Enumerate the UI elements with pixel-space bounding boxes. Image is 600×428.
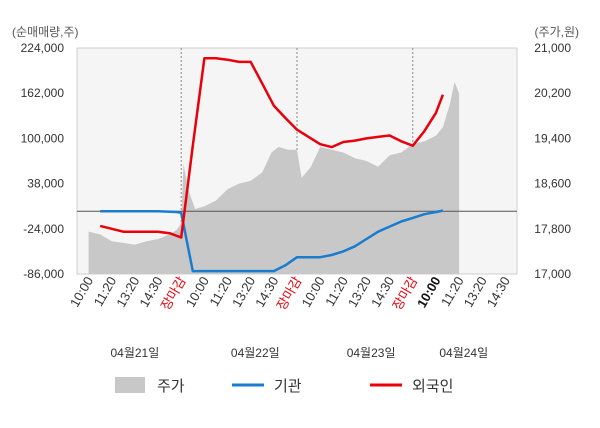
left-axis-ticks: 224,000 162,000 100,000 38,000 -24,000 -86,00… <box>21 41 65 281</box>
date-labels: 04월21일 04월22일 04월23일 04월24일 <box>111 346 489 360</box>
right-tick-label: 20,200 <box>534 86 571 100</box>
series-line-2 <box>99 56 445 239</box>
x-tick-label: 10:00 <box>67 274 96 310</box>
legend: 주가 기관 외국인 <box>115 377 453 395</box>
x-tick-label: 10:00 <box>183 274 212 310</box>
legend-label: 기관 <box>274 378 302 395</box>
x-tick-label: 13:20 <box>345 274 374 310</box>
date-label: 04월24일 <box>439 346 488 360</box>
date-label: 04월23일 <box>347 346 396 360</box>
legend-swatch-area <box>115 377 145 393</box>
date-label: 04월22일 <box>231 346 280 360</box>
series-line-1 <box>100 209 444 273</box>
right-axis-ticks: 21,000 20,200 19,400 18,600 17,800 17,000 <box>534 41 571 281</box>
left-tick-label: 224,000 <box>21 41 65 55</box>
x-tick-label: 13:20 <box>461 274 490 310</box>
right-axis-unit-label: (주가,원) <box>535 25 579 39</box>
x-tick-label: 10:00 <box>414 274 444 310</box>
x-tick-label: 10:00 <box>298 274 327 310</box>
left-axis-unit-label: (순매매량,주) <box>12 25 79 39</box>
x-tick-label: 13:20 <box>113 274 142 310</box>
price-area-layer <box>88 81 460 275</box>
left-tick-label: 38,000 <box>27 177 64 191</box>
series-price-area <box>88 81 460 275</box>
right-tick-label: 17,800 <box>534 222 571 236</box>
right-tick-label: 21,000 <box>534 41 571 55</box>
legend-label: 주가 <box>157 378 185 395</box>
legend-label: 외국인 <box>412 378 453 395</box>
right-tick-label: 19,400 <box>534 131 571 145</box>
x-tick-label: 13:20 <box>229 274 258 310</box>
right-tick-label: 17,000 <box>534 267 571 281</box>
right-tick-label: 18,600 <box>534 177 571 191</box>
left-tick-label: -24,000 <box>23 222 64 236</box>
left-tick-label: -86,000 <box>23 267 64 281</box>
net-buy-lines-layer <box>99 56 445 273</box>
left-tick-label: 162,000 <box>21 86 65 100</box>
x-tick-label: 14:30 <box>484 274 513 310</box>
left-tick-label: 100,000 <box>21 131 65 145</box>
date-label: 04월21일 <box>111 346 160 360</box>
x-axis-ticks: 10:0011:2013:2014:30장마감10:0011:2013:2014… <box>67 274 513 313</box>
